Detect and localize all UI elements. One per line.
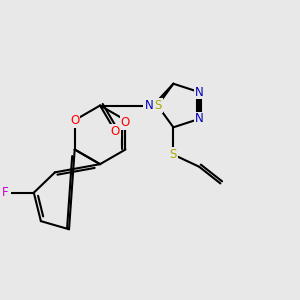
Text: O: O [111, 125, 120, 138]
Text: N: N [195, 112, 203, 125]
Text: O: O [70, 114, 79, 127]
Text: N: N [195, 85, 203, 98]
Text: S: S [170, 148, 177, 161]
Text: F: F [2, 186, 8, 199]
Text: O: O [121, 116, 130, 129]
Text: S: S [154, 99, 161, 112]
Text: NH: NH [144, 99, 162, 112]
